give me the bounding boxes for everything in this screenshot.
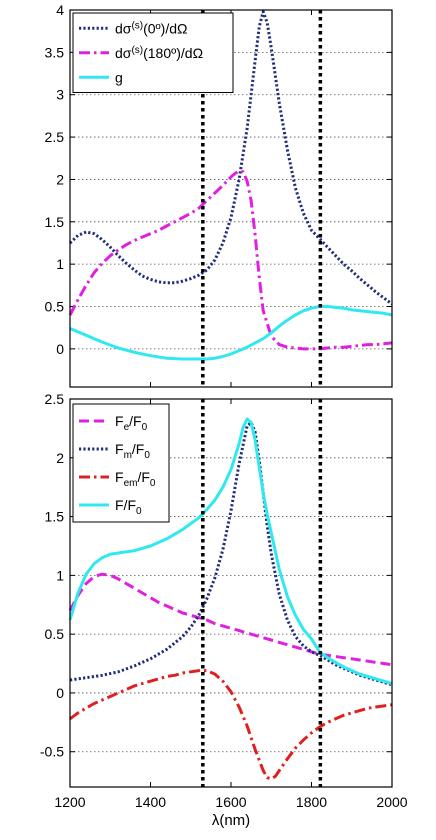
legend-label-sub: 0 <box>144 450 150 461</box>
axes-frame <box>69 9 393 388</box>
legend-label-text: (0º)/dΩ <box>143 20 187 36</box>
y-tick-label: 3.5 <box>45 44 65 60</box>
x-tick-label: 2000 <box>376 794 407 810</box>
legend-label-text: F <box>115 441 124 457</box>
legend-label-sub: 0 <box>150 478 156 489</box>
legend-box <box>72 403 170 523</box>
y-tick-label: 0 <box>56 341 64 357</box>
y-tick-label: 2 <box>56 450 64 466</box>
y-tick-label: 4 <box>56 2 64 18</box>
y-tick-label: 3 <box>56 87 64 103</box>
legend-label-sub: em <box>124 478 138 489</box>
series-line-1 <box>68 10 393 306</box>
y-tick-label: 2.5 <box>45 129 65 145</box>
legend-label-text: dσ <box>115 45 132 61</box>
legend-label-text: F/F <box>115 497 136 513</box>
y-tick-label: 1 <box>56 256 64 272</box>
x-tick-label: 1400 <box>135 794 166 810</box>
legend-label: Fm/F0 <box>115 441 150 461</box>
series-line-3 <box>69 669 393 781</box>
series-line-2 <box>68 169 393 351</box>
y-tick-label: 0 <box>56 685 64 701</box>
y-tick-label: -0.5 <box>40 744 64 760</box>
series-line-3 <box>69 305 393 361</box>
legend-label-sup: (s) <box>131 20 143 31</box>
y-tick-label: 0.5 <box>45 299 65 315</box>
legend-label-text: F <box>115 469 124 485</box>
legend-label: F/F0 <box>115 497 142 517</box>
legend-label-text: g <box>115 69 123 85</box>
series-line-1 <box>68 572 393 667</box>
legend-box <box>72 12 234 93</box>
y-tick-label: 1.5 <box>45 214 65 230</box>
legend-label-sub: 0 <box>136 506 142 517</box>
legend-label: g <box>115 69 123 85</box>
legend-label-sub: m <box>124 450 132 461</box>
series-line-4 <box>68 417 393 685</box>
legend-label-text: F <box>115 413 124 429</box>
legend-label-text: /F <box>132 441 144 457</box>
legend-label: Fem/F0 <box>115 469 156 489</box>
legend-label-text: /F <box>137 469 149 485</box>
legend-label: dσ(s)(180º)/dΩ <box>115 45 203 61</box>
x-tick-label: 1600 <box>215 794 246 810</box>
legend-label-sup: (s) <box>131 45 143 56</box>
y-tick-label: 0.5 <box>45 626 65 642</box>
x-tick-label: 1800 <box>296 794 327 810</box>
legend-label-text: /F <box>129 413 141 429</box>
x-tick-label: 1200 <box>54 794 85 810</box>
y-tick-label: 1 <box>56 567 64 583</box>
legend-label: Fe/F0 <box>115 413 148 433</box>
legend-label-text: dσ <box>115 20 132 36</box>
legend-label: dσ(s)(0º)/dΩ <box>115 20 187 36</box>
x-axis-label: λ(nm) <box>212 812 250 829</box>
y-tick-label: 1.5 <box>45 509 65 525</box>
legend-label-sub: 0 <box>142 422 148 433</box>
axes-frame <box>69 398 393 788</box>
panel-1: 00.511.522.533.54dσ(s)(0º)/dΩdσ(s)(180º)… <box>45 2 393 388</box>
legend-label-sub: e <box>124 422 130 433</box>
legend-label-text: (180º)/dΩ <box>143 45 203 61</box>
panel-2: -0.5 0 0.5 1 1.5 2 2.5 1200 1400 1600 1800 2000 λ(nm… <box>40 391 408 829</box>
y-tick-label: 2.5 <box>45 391 65 407</box>
y-tick-label: 2 <box>56 171 64 187</box>
